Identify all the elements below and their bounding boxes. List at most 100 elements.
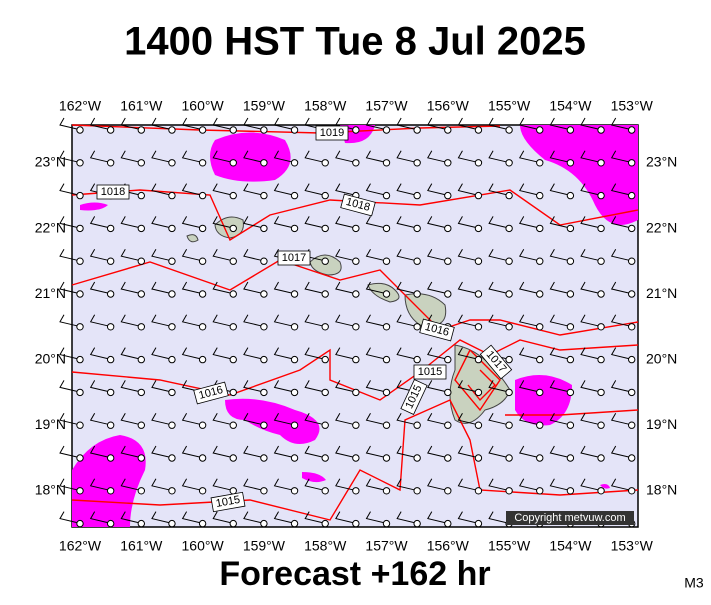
barb xyxy=(549,150,568,163)
barb-station xyxy=(260,355,268,364)
barb-station xyxy=(260,191,268,200)
barb xyxy=(457,117,476,130)
barb xyxy=(365,281,384,294)
barb-station xyxy=(474,290,483,298)
isobar-label: 1019 xyxy=(320,127,344,139)
barb-station xyxy=(352,421,360,429)
barb-station xyxy=(290,355,299,364)
barb-station xyxy=(229,519,237,528)
barb xyxy=(151,183,170,196)
barb xyxy=(610,347,629,360)
barb-station xyxy=(536,257,544,265)
barb xyxy=(457,347,476,360)
barb xyxy=(181,281,200,294)
barb-station xyxy=(628,421,636,429)
barb-station xyxy=(628,159,636,167)
barb-station xyxy=(198,126,207,134)
barb-station xyxy=(597,323,605,331)
barb xyxy=(335,248,353,261)
barb-station xyxy=(413,454,421,462)
barb-station xyxy=(260,421,268,429)
barb xyxy=(610,281,629,294)
barb xyxy=(89,412,108,425)
barb-station xyxy=(260,257,268,265)
barb-station xyxy=(137,224,146,233)
barb xyxy=(59,380,78,392)
barb xyxy=(365,478,384,491)
barb-station xyxy=(382,323,391,331)
barb-station xyxy=(382,257,391,265)
barb xyxy=(89,248,108,261)
barb xyxy=(335,412,353,425)
barb xyxy=(396,216,415,228)
barb xyxy=(580,281,599,294)
barb-station xyxy=(597,126,605,134)
barb-station xyxy=(106,519,115,528)
barb-station xyxy=(321,355,329,364)
barb-station xyxy=(444,126,452,134)
barb xyxy=(243,216,262,228)
barb-station xyxy=(229,224,237,233)
lon-label: 154°W xyxy=(549,98,592,114)
barb xyxy=(365,511,384,524)
barb-station xyxy=(597,290,605,298)
barb-station xyxy=(536,323,544,331)
barb xyxy=(518,281,537,294)
barb xyxy=(549,183,568,196)
barb-station xyxy=(444,290,452,298)
barb-station xyxy=(474,388,483,397)
barb xyxy=(610,216,629,228)
barb-station xyxy=(413,191,421,200)
barb-station xyxy=(168,323,176,331)
copyright: Copyright metvuw.com xyxy=(514,512,625,524)
barb xyxy=(488,117,507,130)
barb-station xyxy=(229,257,237,265)
barb-station xyxy=(382,388,391,397)
barb xyxy=(549,412,568,425)
barb-station xyxy=(505,159,513,167)
barb-station xyxy=(597,388,605,397)
copyright-box xyxy=(506,511,634,525)
barb-station xyxy=(137,290,146,298)
barb xyxy=(151,314,170,327)
barb xyxy=(243,183,262,196)
barb-station xyxy=(628,191,636,200)
barb xyxy=(89,511,108,524)
barb-station xyxy=(198,257,207,265)
barb xyxy=(396,314,415,327)
barb-station xyxy=(413,257,421,265)
barb xyxy=(89,445,108,458)
barb xyxy=(181,478,200,491)
lon-label: 153°W xyxy=(611,538,654,554)
barb xyxy=(181,445,200,458)
barb-station xyxy=(168,257,176,265)
barb xyxy=(304,183,323,196)
barb xyxy=(427,478,445,491)
barb xyxy=(580,150,599,163)
barb xyxy=(243,412,262,425)
barb-station xyxy=(474,487,483,495)
barb xyxy=(518,216,537,228)
barb xyxy=(518,445,537,458)
rain-areas xyxy=(72,125,638,527)
barb xyxy=(89,281,108,294)
lat-label: 18°N xyxy=(646,482,677,498)
barb xyxy=(59,347,78,360)
barb-station xyxy=(137,257,146,265)
barb xyxy=(151,478,170,491)
barb xyxy=(580,478,599,491)
barb xyxy=(488,380,507,392)
barb-station xyxy=(566,257,575,265)
lat-label: 23°N xyxy=(646,154,677,170)
barb-station xyxy=(352,224,360,233)
isobar-label: 1018 xyxy=(101,186,125,198)
barb-station xyxy=(413,224,421,233)
barb xyxy=(212,347,231,360)
lon-label: 157°W xyxy=(365,98,408,114)
barb-station xyxy=(505,454,513,462)
barb-station xyxy=(566,388,575,397)
barb-station xyxy=(106,454,115,462)
barb xyxy=(549,248,568,261)
barb-station xyxy=(290,454,299,462)
barb-station xyxy=(352,323,360,331)
